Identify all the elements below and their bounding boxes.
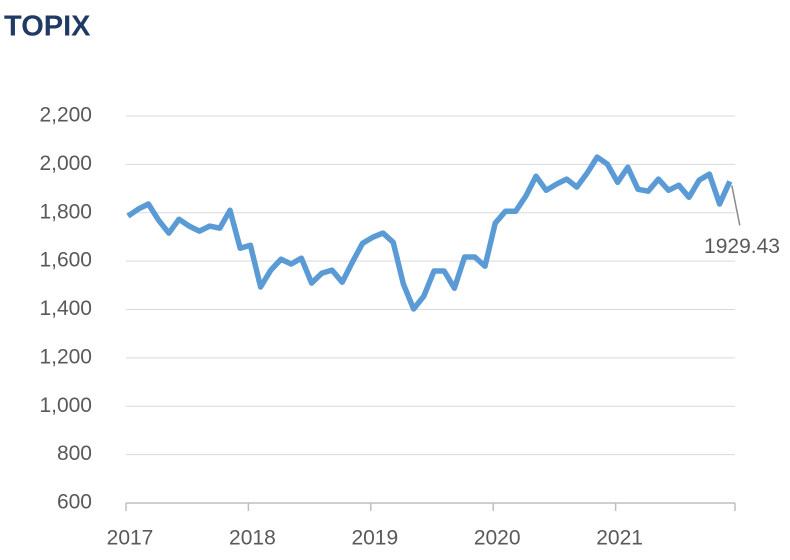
y-tick-label: 1,200: [39, 345, 92, 368]
x-tick-label: 2019: [351, 527, 398, 550]
y-tick-label: 2,200: [39, 104, 92, 127]
y-tick-label: 1,800: [39, 200, 92, 223]
y-tick-label: 1,000: [39, 394, 92, 417]
y-tick-label: 600: [57, 491, 92, 514]
y-tick-label: 800: [57, 442, 92, 465]
y-tick-label: 1,400: [39, 297, 92, 320]
y-tick-label: 2,000: [39, 152, 92, 175]
label-leader: [731, 185, 741, 226]
x-tick-label: 2017: [107, 527, 154, 550]
data-label: 1929.43: [704, 235, 780, 258]
x-tick-label: 2018: [229, 527, 276, 550]
y-tick-label: 1,600: [39, 249, 92, 272]
chart-title: TOPIX: [4, 11, 91, 43]
x-tick-label: 2021: [596, 527, 643, 550]
x-tick-label: 2020: [474, 527, 521, 550]
series-line: [126, 154, 733, 312]
